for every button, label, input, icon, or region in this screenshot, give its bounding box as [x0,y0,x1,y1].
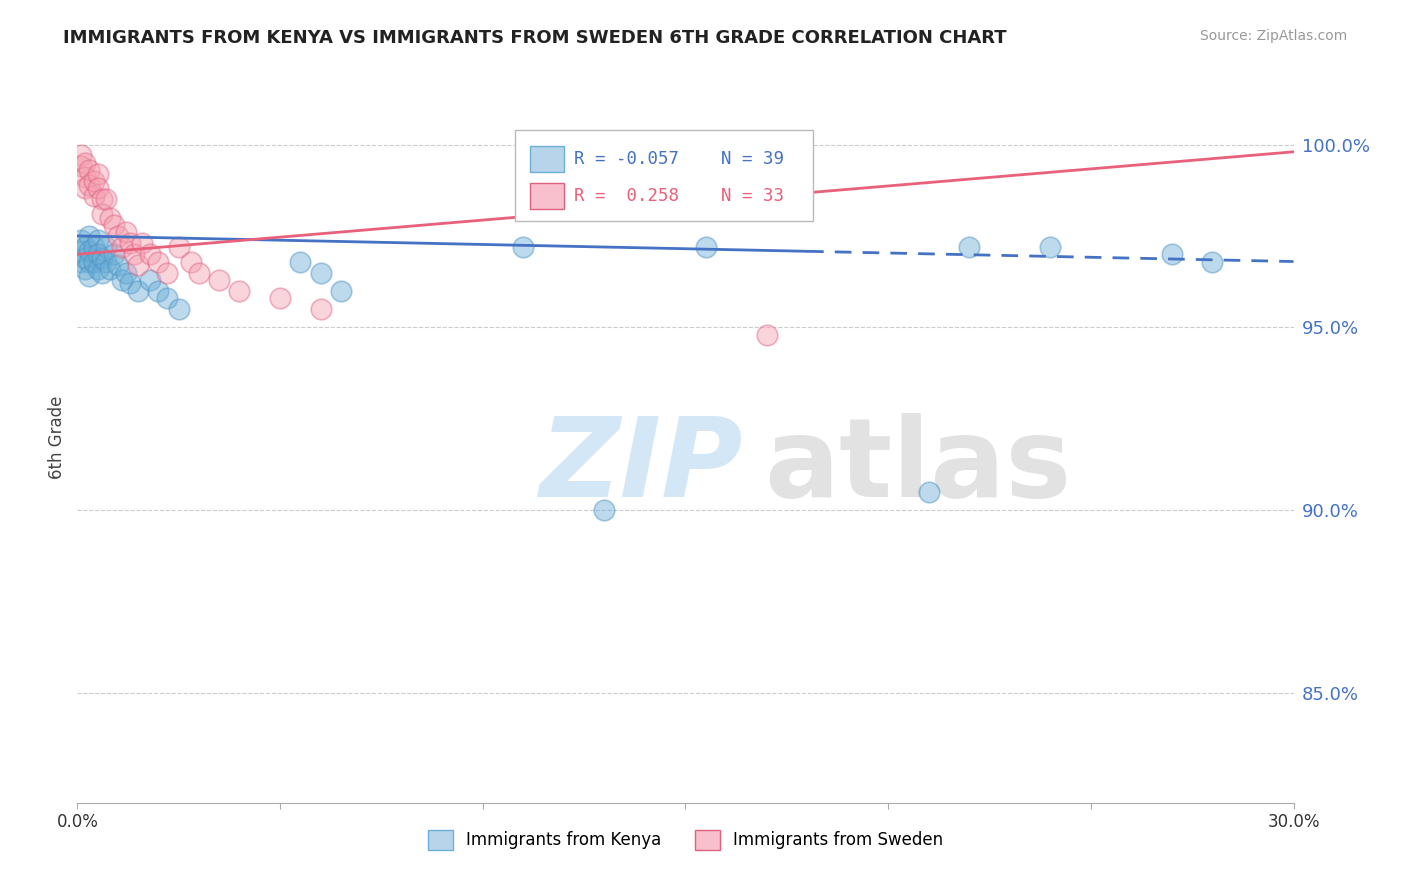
Point [269,291,291,305]
Point [98,211,121,225]
Point [86,167,108,181]
Point [127,258,149,272]
FancyBboxPatch shape [530,146,564,172]
Point [70,254,93,268]
Point [188,265,211,279]
Point [131,236,153,251]
Point [79,163,101,178]
Point [75,251,97,265]
Point [208,273,231,287]
Point [86,261,108,276]
Text: IMMIGRANTS FROM KENYA VS IMMIGRANTS FROM SWEDEN 6TH GRADE CORRELATION CHART: IMMIGRANTS FROM KENYA VS IMMIGRANTS FROM… [63,29,1007,46]
Point [957,240,980,254]
Point [1161,247,1184,261]
Point [122,247,145,261]
Point [1039,240,1062,254]
Point [228,284,250,298]
Point [103,218,125,232]
Point [75,155,97,169]
Point [155,265,177,279]
Point [70,233,93,247]
Point [111,273,134,287]
Point [148,284,170,298]
Point [94,254,117,268]
Text: R = -0.057    N = 39: R = -0.057 N = 39 [574,150,783,168]
Point [83,240,105,254]
Point [98,261,121,276]
Text: atlas: atlas [765,413,1071,520]
Point [111,240,134,254]
FancyBboxPatch shape [515,130,813,221]
Point [79,269,101,284]
Y-axis label: 6th Grade: 6th Grade [48,395,66,479]
Legend: Immigrants from Kenya, Immigrants from Sweden: Immigrants from Kenya, Immigrants from S… [420,823,950,856]
Point [86,247,108,261]
Point [1201,254,1223,268]
Point [180,254,202,268]
Point [127,284,149,298]
Text: ZIP: ZIP [540,413,742,520]
Point [75,240,97,254]
Point [75,170,97,185]
Point [107,258,129,272]
Text: R =  0.258    N = 33: R = 0.258 N = 33 [574,186,783,204]
Point [118,236,141,251]
Point [755,327,778,342]
Point [90,251,112,265]
Point [70,148,93,162]
Point [83,254,105,268]
FancyBboxPatch shape [530,183,564,209]
Point [155,291,177,305]
Point [86,233,108,247]
Point [309,301,332,317]
Point [103,247,125,261]
Point [83,174,105,188]
Point [309,265,332,279]
Point [75,261,97,276]
Point [290,254,312,268]
Point [167,240,190,254]
Point [167,301,190,317]
Point [139,247,162,261]
Point [79,254,101,268]
Point [329,284,352,298]
Point [918,484,941,499]
Point [512,240,534,254]
Point [86,181,108,195]
Point [79,178,101,192]
Text: Source: ZipAtlas.com: Source: ZipAtlas.com [1199,29,1347,43]
Point [90,193,112,207]
Point [79,228,101,243]
Point [90,207,112,221]
Point [115,225,138,239]
Point [148,254,170,268]
Point [107,228,129,243]
Point [115,265,138,279]
Point [94,240,117,254]
Point [79,244,101,258]
Point [593,503,616,517]
Point [83,188,105,202]
Point [94,193,117,207]
Point [70,160,93,174]
Point [139,273,162,287]
Point [118,277,141,291]
Point [70,244,93,258]
Point [90,265,112,279]
Point [75,181,97,195]
Point [695,240,717,254]
